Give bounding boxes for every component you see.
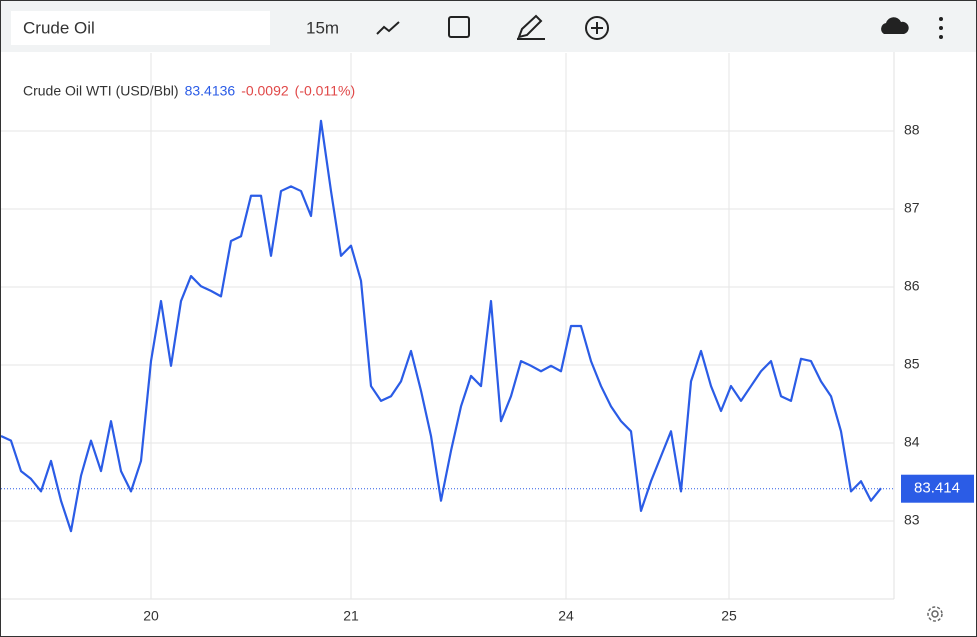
x-tick-label: 24 [558,608,574,624]
calendar-icon[interactable] [448,16,470,38]
search-box[interactable] [11,11,270,45]
y-tick-label: 86 [904,278,920,294]
interval[interactable]: 15m [306,18,339,37]
x-tick-label: 20 [143,608,159,624]
change: -0.0092 [241,83,289,99]
price-line-series [1,119,882,533]
y-tick-label: 87 [904,200,920,216]
settings-icon[interactable] [927,606,943,622]
x-tick-label: 25 [721,608,737,624]
menu-icon[interactable] [939,17,943,39]
symbol[interactable]: Crude Oil [23,18,95,37]
download-icon[interactable] [881,17,909,34]
legend: Crude Oil WTI (USD/Bbl) 83.4136 -0.0092 … [23,83,355,99]
y-tick-label: 85 [904,356,920,372]
series-title: Crude Oil WTI (USD/Bbl) [23,83,179,99]
add-icon-cross[interactable] [591,22,603,34]
draw-icon[interactable] [517,14,545,40]
y-tick-label: 84 [904,434,920,450]
current-price-box [901,474,974,503]
last-price: 83.4136 [185,83,236,99]
chart-type-icon[interactable] [376,21,400,35]
add-icon[interactable] [585,16,609,40]
x-tick-label: 21 [343,608,359,624]
y-tick-label: 88 [904,122,920,138]
toolbar-icons[interactable] [376,14,609,40]
change-percent: (-0.011%) [295,83,355,99]
y-tick-label: 83 [904,512,920,528]
current-price-label: 83.414 [914,480,960,497]
